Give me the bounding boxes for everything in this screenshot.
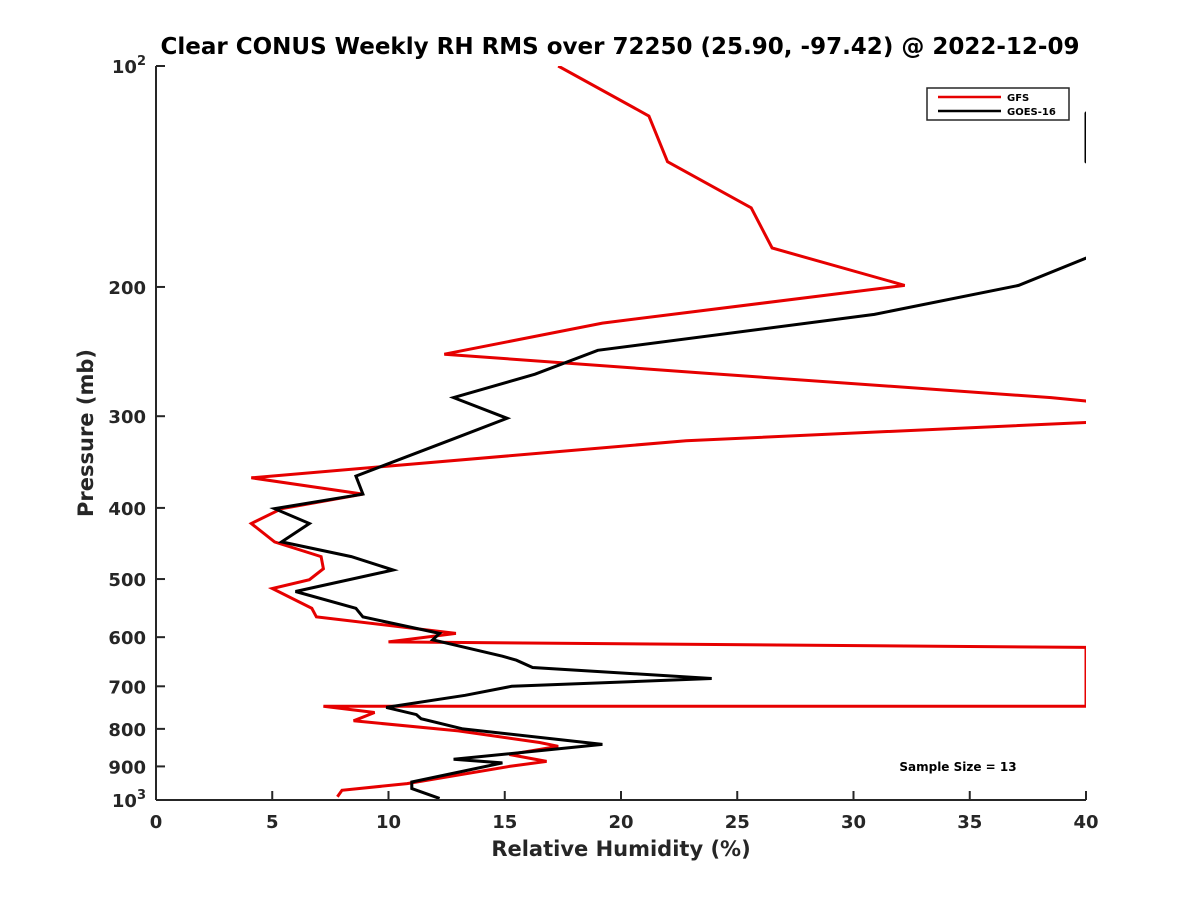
- x-tick-label: 30: [841, 812, 866, 833]
- legend-label-gfs: GFS: [1007, 93, 1029, 104]
- y-tick-label: 103: [112, 788, 146, 812]
- y-axis-label: Pressure (mb): [74, 349, 98, 517]
- series-line-gfs-0: [248, 66, 1086, 798]
- x-tick-label: 5: [266, 812, 279, 833]
- x-tick-label: 20: [608, 812, 633, 833]
- series-line-goes-16-0: [1084, 111, 1086, 164]
- y-tick-label: 200: [108, 278, 146, 299]
- y-tick-label: 102: [112, 54, 146, 78]
- x-axis-label: Relative Humidity (%): [491, 837, 750, 861]
- y-tick-label: 800: [108, 720, 146, 741]
- legend-label-goes-16: GOES-16: [1007, 107, 1056, 118]
- y-tick-label: 300: [108, 407, 146, 428]
- legend-box: [926, 87, 1070, 121]
- x-tick-label: 0: [150, 812, 163, 833]
- y-tick-label: 900: [108, 757, 146, 778]
- series-layer: [248, 66, 1086, 800]
- series-line-goes-16-1: [269, 256, 1086, 800]
- y-tick-label: 700: [108, 677, 146, 698]
- x-tick-label: 10: [376, 812, 401, 833]
- x-tick-label: 35: [957, 812, 982, 833]
- y-tick-label: 500: [108, 570, 146, 591]
- x-tick-label: 25: [725, 812, 750, 833]
- y-tick-label: 600: [108, 628, 146, 649]
- x-tick-label: 40: [1073, 812, 1098, 833]
- x-tick-label: 15: [492, 812, 517, 833]
- chart-title: Clear CONUS Weekly RH RMS over 72250 (25…: [161, 34, 1080, 60]
- chart-legend: GFS GOES-16: [926, 87, 1070, 121]
- y-tick-label: 400: [108, 499, 146, 520]
- sample-size-annotation: Sample Size = 13: [899, 760, 1016, 774]
- axes-layer: 0 5 10 15 20 25 30 35 40 102 200 300 400 500 600 700 800…: [108, 54, 1098, 833]
